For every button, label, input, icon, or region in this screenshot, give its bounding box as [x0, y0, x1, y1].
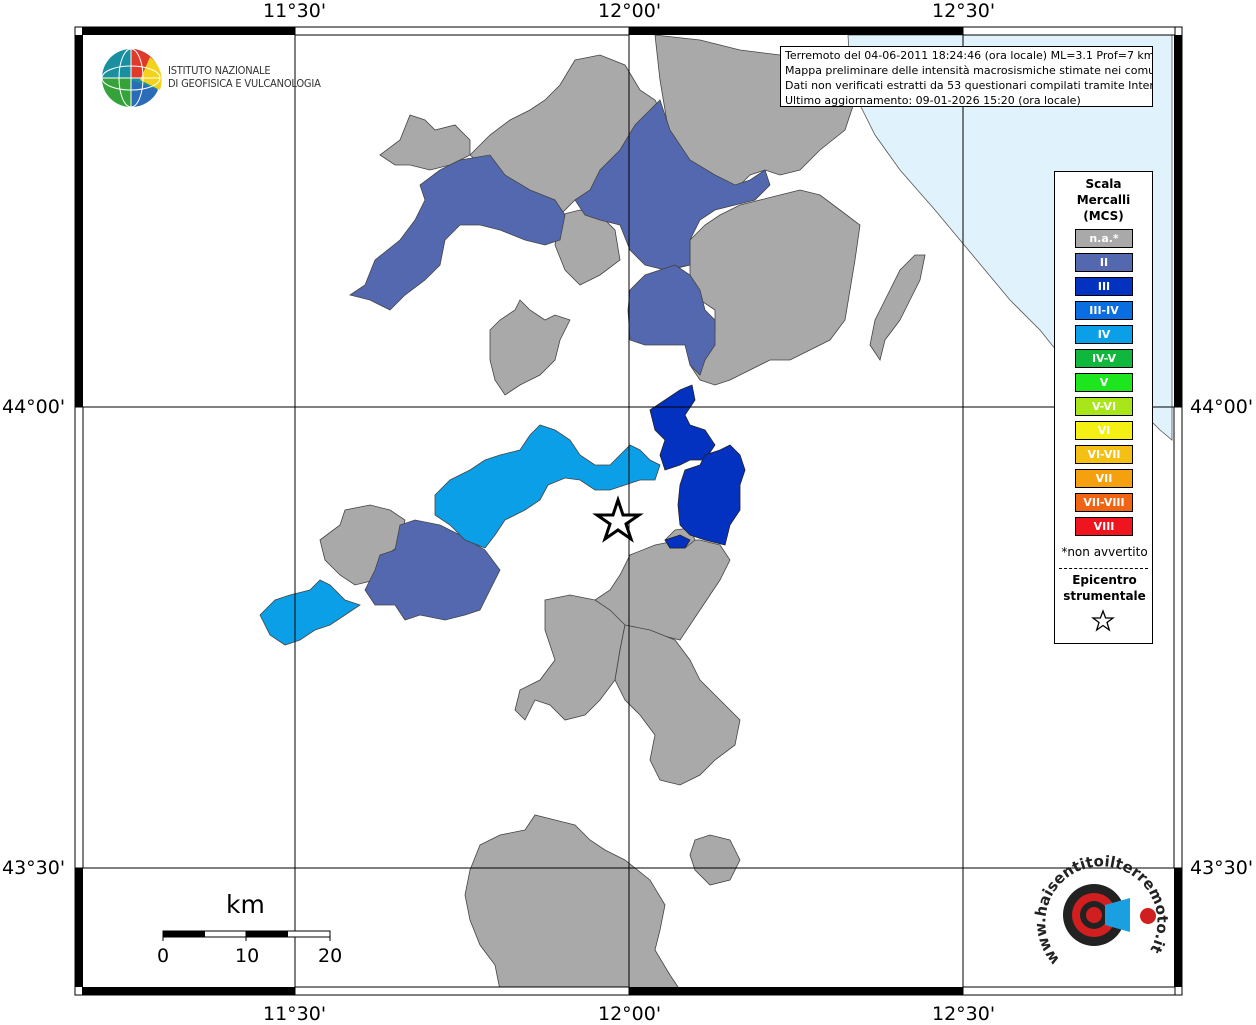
- info-line-3: Dati non verificati estratti da 53 quest…: [785, 79, 1153, 92]
- right-label-4400: 44°00': [1190, 396, 1254, 418]
- legend-item: II: [1075, 253, 1133, 272]
- ingv-logo-line2: DI GEOFISICA E VULCANOLOGIA: [168, 77, 321, 90]
- legend-item: V: [1075, 373, 1133, 392]
- comuni-intensita-iii: [649, 384, 746, 549]
- legend-item: VII-VIII: [1075, 493, 1133, 512]
- legend-item: VIII: [1075, 517, 1133, 536]
- legend-item: n.a.*: [1075, 229, 1133, 248]
- info-line-1: Terremoto del 04-06-2011 18:24:46 (ora l…: [785, 49, 1153, 62]
- legend-star-icon: [1091, 609, 1115, 632]
- legend-item: III: [1075, 277, 1133, 296]
- legend-item: VII: [1075, 469, 1133, 488]
- event-info-box: Terremoto del 04-06-2011 18:24:46 (ora l…: [780, 46, 1153, 107]
- haisentito-text: www.haisentitoilterremoto.it: [1031, 852, 1170, 968]
- scale-tick-20: 20: [318, 945, 343, 967]
- bottom-label-1130: 11°30': [263, 1003, 327, 1025]
- map-frame: [74, 26, 1183, 996]
- top-label-1130: 11°30': [263, 0, 327, 22]
- legend-item: VI-VII: [1075, 445, 1133, 464]
- graticule: [75, 27, 1182, 995]
- legend-epicenter-label: Epicentro strumentale: [1055, 572, 1154, 604]
- comuni-intensita-ii: [349, 99, 771, 621]
- comuni-intensita-iv: [259, 424, 661, 646]
- ingv-logo-text: ISTITUTO NAZIONALE DI GEOFISICA E VULCAN…: [168, 64, 321, 90]
- legend-epicenter-line2: strumentale: [1063, 589, 1146, 603]
- legend-item: V-VI: [1075, 397, 1133, 416]
- bottom-label-1230: 12°30': [932, 1003, 996, 1025]
- left-label-4400: 44°00': [2, 396, 66, 418]
- legend-separator: [1059, 568, 1148, 569]
- top-label-1230: 12°30': [932, 0, 996, 22]
- legend-item: IV-V: [1075, 349, 1133, 368]
- haisentito-logo-text: www.haisentitoilterremoto.it: [1031, 852, 1170, 968]
- ingv-globe-icon: [101, 48, 162, 108]
- mcs-legend: Scala Mercalli (MCS) n.a.* II III III-IV IV I…: [1054, 171, 1153, 644]
- legend-note: *non avvertito: [1061, 545, 1148, 559]
- bottom-label-1200: 12°00': [598, 1003, 662, 1025]
- scale-bar: [162, 930, 331, 941]
- info-line-2: Mappa preliminare delle intensità macros…: [785, 64, 1153, 77]
- legend-title-line2: Mercalli: [1076, 193, 1131, 207]
- right-label-4330: 43°30': [1190, 857, 1254, 879]
- legend-epicenter-line1: Epicentro: [1072, 573, 1137, 587]
- legend-title-line1: Scala: [1085, 177, 1122, 191]
- scale-tick-0: 0: [157, 945, 170, 967]
- info-line-4: Ultimo aggiornamento: 09-01-2026 15:20 (…: [785, 94, 1081, 107]
- legend-title-line3: (MCS): [1083, 209, 1124, 223]
- svg-text:www.haisentitoilterremoto.it: www.haisentitoilterremoto.it: [1031, 852, 1170, 968]
- left-label-4330: 43°30': [2, 857, 66, 879]
- top-label-1200: 12°00': [598, 0, 662, 22]
- ingv-logo-line1: ISTITUTO NAZIONALE: [168, 64, 271, 77]
- haisentito-logo-icon: [1063, 884, 1156, 946]
- legend-item: VI: [1075, 421, 1133, 440]
- legend-title: Scala Mercalli (MCS): [1055, 176, 1152, 224]
- scale-unit: km: [226, 890, 265, 919]
- legend-item: III-IV: [1075, 301, 1133, 320]
- epicenter-star: [592, 495, 644, 543]
- legend-item: IV: [1075, 325, 1133, 344]
- scale-tick-10: 10: [235, 945, 260, 967]
